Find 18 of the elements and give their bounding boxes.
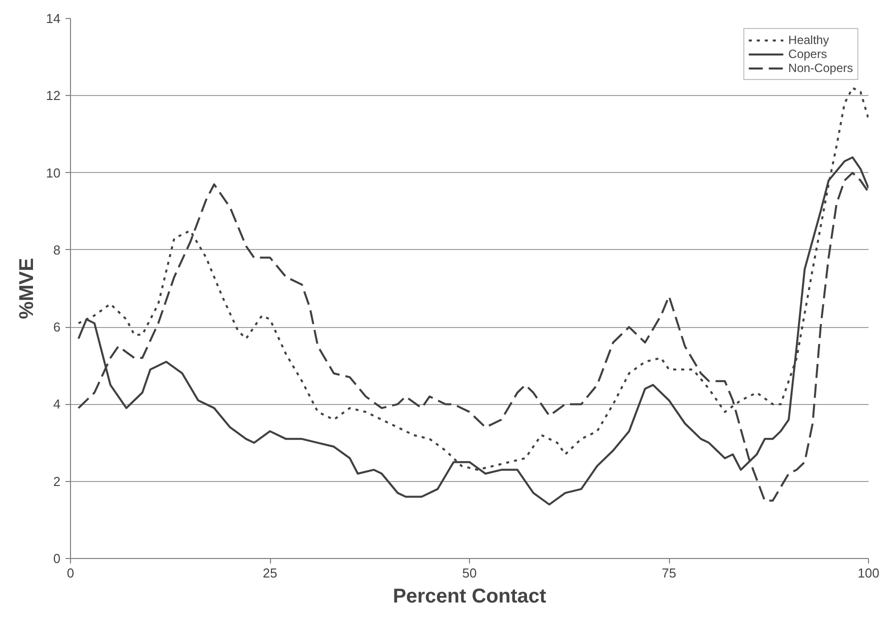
y-tick-label: 8 [53, 242, 61, 258]
y-tick-label: 2 [53, 474, 61, 489]
legend-label: Non-Copers [788, 61, 853, 75]
y-tick-label: 0 [53, 551, 61, 566]
x-tick-label: 100 [858, 566, 880, 580]
y-tick-label: 14 [46, 11, 61, 26]
x-axis-title: Percent Contact [392, 586, 547, 608]
y-tick-label: 4 [53, 396, 61, 412]
y-tick-label: 10 [46, 165, 61, 180]
legend-label: Copers [788, 47, 827, 61]
legend-label: Healthy [788, 33, 829, 47]
x-tick-label: 25 [262, 566, 278, 580]
x-tick-label: 50 [462, 566, 477, 580]
y-tick-label: 6 [53, 320, 61, 335]
y-axis-title: %MVE [16, 258, 38, 320]
x-tick-label: 0 [66, 566, 74, 580]
x-tick-label: 75 [662, 566, 676, 580]
y-tick-label: 12 [46, 88, 61, 104]
